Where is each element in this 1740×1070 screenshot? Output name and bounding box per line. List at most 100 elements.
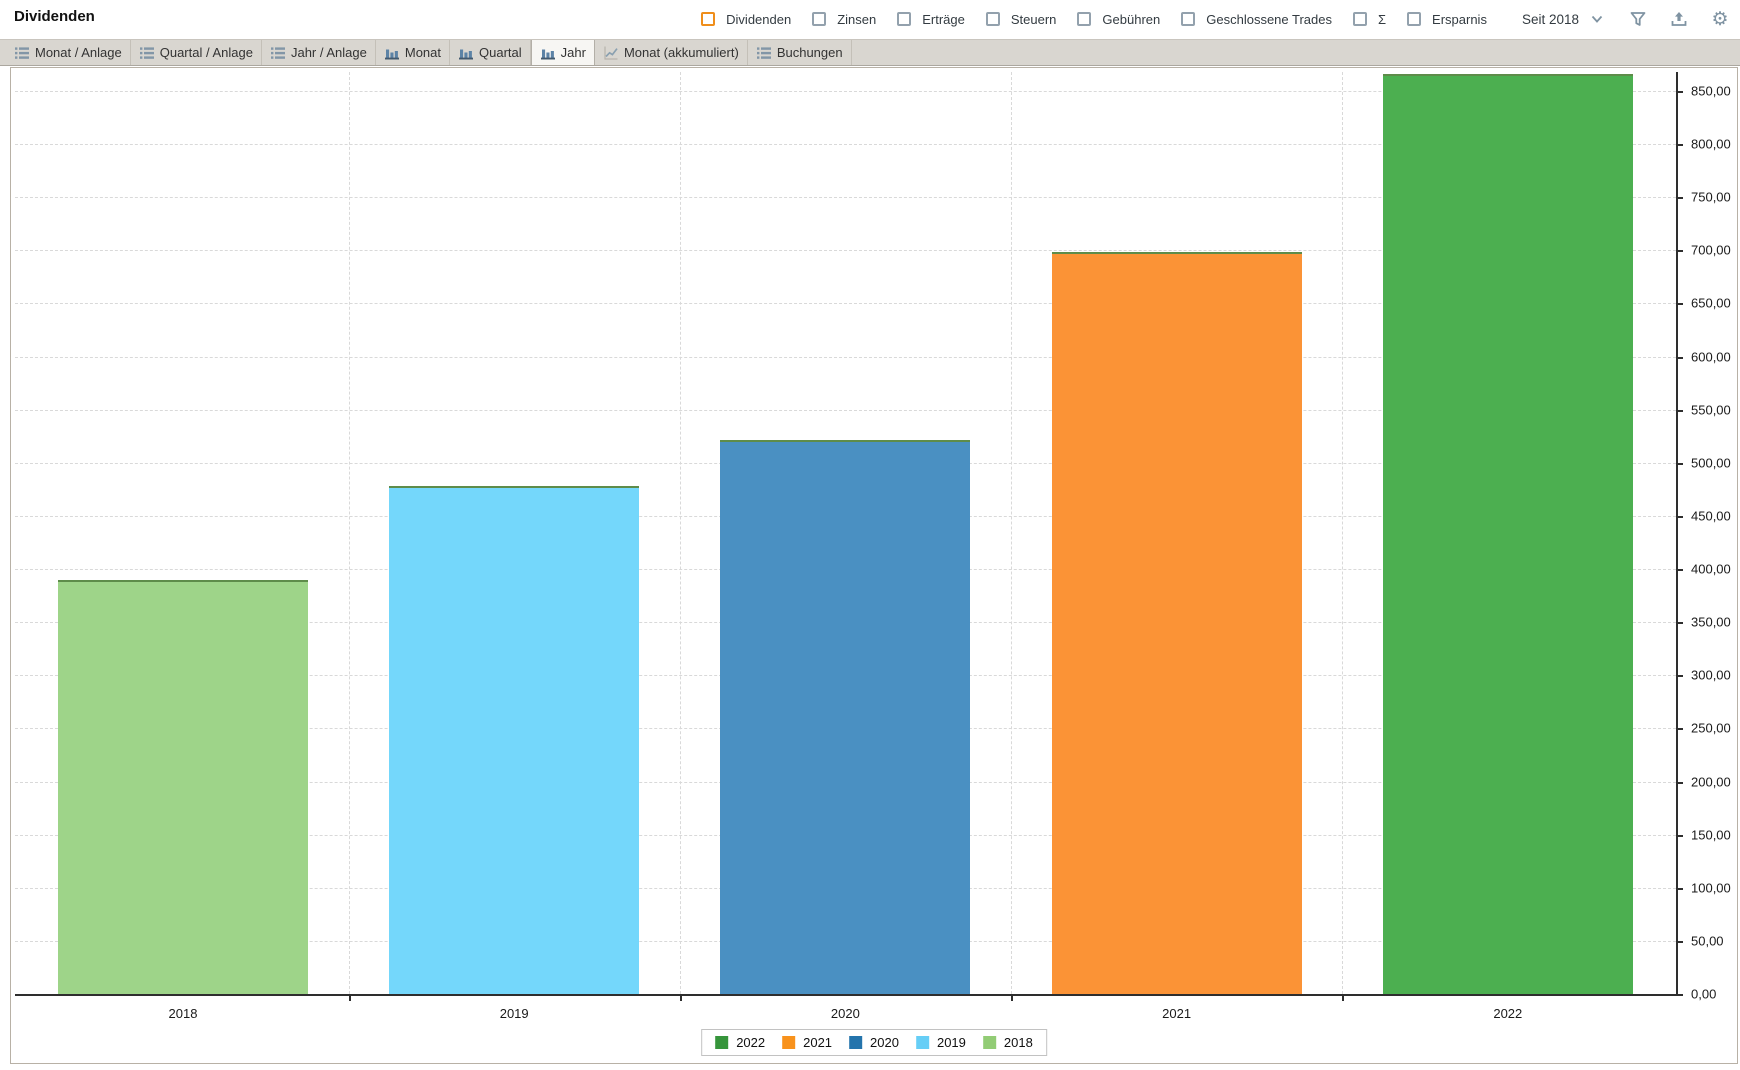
view-tabbar: Monat / Anlage Quartal / Anlage Jahr / Anl… [0,39,1740,66]
toggle-label: Gebühren [1102,11,1161,27]
tab-jahr-anlage[interactable]: Jahr / Anlage [262,40,376,65]
h-gridline [15,144,1676,146]
y-axis-label: 250,00 [1691,720,1731,736]
toggle-label: Zinsen [837,11,877,27]
h-gridline [15,409,1676,411]
export-icon[interactable] [1669,9,1689,29]
list-icon [270,45,286,61]
toggle-label: Σ [1377,11,1387,27]
bar-2019[interactable] [389,486,640,994]
tab-monat-anlage[interactable]: Monat / Anlage [6,40,131,65]
y-axis-tick [1676,515,1683,518]
v-gridline [1011,72,1012,994]
legend-label: 2019 [936,1035,966,1050]
tab-jahr[interactable]: Jahr [530,40,595,65]
y-axis-tick [1676,303,1683,306]
y-axis-tick [1676,622,1683,625]
toggle-erträge[interactable]: Erträge [897,12,965,27]
chart-legend: 2022 2021 2020 2019 2018 [701,1029,1047,1056]
x-axis-label: 2020 [830,1006,860,1021]
y-axis-label: 100,00 [1691,880,1731,896]
x-axis-tick [1011,995,1013,1001]
y-axis-tick [1676,675,1683,678]
y-axis-label: 150,00 [1691,827,1731,843]
header-controls: Dividenden Zinsen Erträge Steuern Gebühren Ge… [701,0,1730,38]
x-axis-label: 2021 [1162,1006,1192,1021]
y-axis-tick [1676,940,1683,943]
toggle-gebühren[interactable]: Gebühren [1077,12,1160,27]
toggle-[interactable]: Σ [1352,11,1387,27]
h-gridline [15,90,1676,92]
h-gridline [15,356,1676,358]
filter-icon[interactable] [1628,9,1648,29]
toggle-dividenden[interactable]: Dividenden [701,12,791,27]
legend-label: 2021 [803,1035,833,1050]
checkbox-icon [1077,12,1092,26]
toggle-zinsen[interactable]: Zinsen [812,12,876,27]
toggle-ersparnis[interactable]: Ersparnis [1407,12,1487,27]
y-axis-tick [1676,781,1683,784]
legend-swatch-icon [915,1036,929,1049]
tab-buchungen[interactable]: Buchungen [748,40,852,65]
toggle-geschlossene-trades[interactable]: Geschlossene Trades [1181,12,1332,27]
gear-icon[interactable]: ⚙ [1711,8,1729,30]
tab-label: Jahr [560,45,586,60]
tab-label: Quartal [479,45,522,60]
y-axis-label: 0,00 [1691,986,1717,1002]
tab-quartal-anlage[interactable]: Quartal / Anlage [131,40,262,65]
legend-item-2018: 2018 [982,1035,1033,1050]
h-gridline [15,303,1676,305]
legend-swatch-icon [982,1036,996,1049]
list-icon [139,45,155,61]
x-axis-label: 2018 [168,1006,198,1021]
legend-label: 2018 [1003,1035,1033,1050]
header: Dividenden Dividenden Zinsen Erträge Steuer… [0,0,1740,38]
legend-swatch-icon [782,1036,796,1049]
bar-chart-icon [540,45,556,61]
y-axis-label: 200,00 [1691,774,1731,790]
toggle-steuern[interactable]: Steuern [985,11,1057,27]
y-axis-label: 700,00 [1691,242,1731,258]
x-axis-line [15,994,1678,996]
toggle-label: Steuern [1010,11,1057,27]
y-axis-label: 850,00 [1691,83,1731,99]
y-axis-tick [1676,90,1683,93]
y-axis-label: 750,00 [1691,189,1731,205]
bar-2022[interactable] [1382,73,1633,994]
tab-label: Monat / Anlage [35,45,122,60]
y-axis-label: 550,00 [1691,402,1731,418]
y-axis-tick [1676,462,1683,465]
x-axis-label: 2019 [499,1006,529,1021]
y-axis-tick [1676,144,1683,147]
page-title: Dividenden [14,8,95,25]
legend-swatch-icon [715,1036,729,1049]
tab-monat[interactable]: Monat [376,40,450,65]
bar-chart-icon [458,45,474,61]
checkbox-icon [1181,12,1196,26]
toggle-label: Geschlossene Trades [1206,11,1332,27]
y-axis-label: 50,00 [1691,933,1724,949]
period-label: Seit 2018 [1521,11,1579,27]
bar-2021[interactable] [1051,252,1302,994]
tab-quartal[interactable]: Quartal [450,40,531,65]
y-axis-tick [1676,887,1683,890]
list-icon [756,45,772,61]
tab-monat-akkumuliert[interactable]: Monat (akkumuliert) [595,40,748,65]
bar-2018[interactable] [58,579,308,994]
x-axis-tick [348,995,351,1001]
tab-label: Monat [404,45,441,60]
y-axis-label: 800,00 [1691,136,1731,152]
y-axis-label: 300,00 [1691,667,1731,683]
legend-item-2021: 2021 [782,1035,832,1050]
legend-item-2020: 2020 [849,1035,899,1050]
tab-label: Quartal / Anlage [159,45,253,60]
x-axis-tick [679,995,682,1001]
tab-label: Jahr / Anlage [290,45,367,60]
y-axis-label: 350,00 [1691,614,1731,630]
y-axis-tick [1676,250,1683,253]
checkbox-icon [897,12,912,26]
bar-2020[interactable] [720,440,971,994]
v-gridline [348,72,350,994]
y-axis-label: 450,00 [1691,508,1731,524]
period-selector[interactable]: Seit 2018 [1522,9,1607,29]
